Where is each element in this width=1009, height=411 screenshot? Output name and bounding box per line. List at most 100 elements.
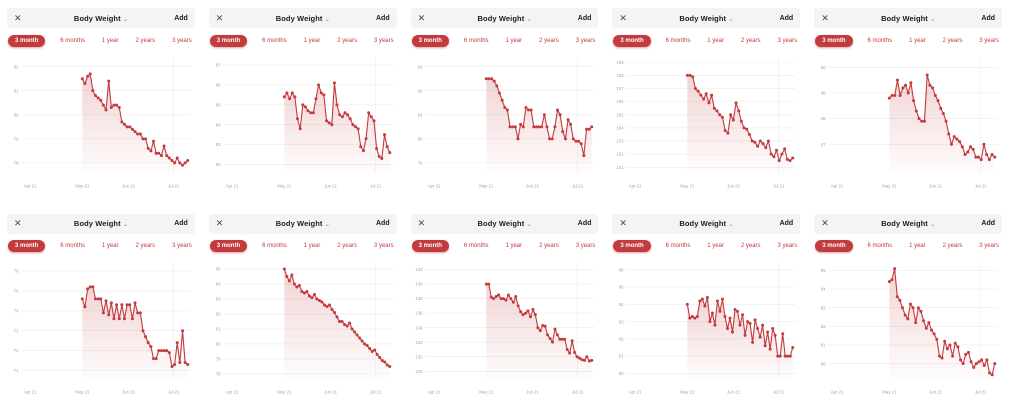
svg-text:81: 81: [216, 326, 221, 331]
metric-selector[interactable]: Body Weight ⌄: [28, 219, 174, 228]
tab-6-months[interactable]: 6 months: [665, 37, 691, 44]
chevron-down-icon: ⌄: [728, 221, 734, 228]
tab-3-years[interactable]: 3 years: [373, 243, 394, 249]
weight-chart: 83 82 81 80 79 Apr 21 May 21 Jun 21 Jul 21: [411, 50, 599, 197]
add-button[interactable]: Add: [375, 220, 390, 227]
svg-text:87: 87: [216, 63, 221, 68]
page-title: Body Weight: [275, 219, 323, 228]
data-points: [282, 81, 392, 161]
metric-selector[interactable]: Body Weight ⌄: [835, 14, 981, 23]
metric-selector[interactable]: Body Weight ⌄: [230, 14, 376, 23]
tab-3-years[interactable]: 3 years: [979, 37, 999, 44]
metric-selector[interactable]: Body Weight ⌄: [835, 219, 981, 228]
tab-1-year[interactable]: 1 year: [303, 243, 321, 249]
svg-text:May 21: May 21: [277, 184, 292, 189]
tab-3-month[interactable]: 3 month: [411, 34, 449, 47]
chevron-down-icon: ⌄: [929, 221, 936, 228]
tab-2-years[interactable]: 2 years: [942, 37, 963, 44]
tab-6-months[interactable]: 6 months: [665, 243, 691, 249]
add-button[interactable]: Add: [174, 14, 188, 22]
tab-6-months[interactable]: 6 months: [262, 37, 287, 44]
close-icon: ✕: [215, 218, 224, 228]
data-points: [282, 267, 392, 368]
tab-3-years[interactable]: 3 years: [575, 243, 596, 249]
tab-3-years[interactable]: 3 years: [172, 243, 192, 249]
tab-1-year[interactable]: 1 year: [303, 37, 321, 44]
tab-3-month[interactable]: 3 month: [613, 34, 651, 47]
tab-2-years[interactable]: 2 years: [135, 37, 156, 44]
tab-1-year[interactable]: 1 year: [707, 243, 724, 249]
tab-3-month[interactable]: 3 month: [815, 240, 853, 252]
svg-text:106: 106: [617, 99, 625, 104]
tab-3-years[interactable]: 3 years: [172, 37, 192, 44]
metric-selector[interactable]: Body Weight ⌄: [432, 219, 578, 228]
tab-3-years[interactable]: 3 years: [777, 243, 798, 249]
svg-text:Apr 21: Apr 21: [427, 184, 440, 189]
tab-2-years[interactable]: 2 years: [942, 243, 963, 249]
tab-6-months[interactable]: 6 months: [60, 243, 85, 249]
tab-3-month[interactable]: 3 month: [209, 240, 248, 252]
tab-1-year[interactable]: 1 year: [909, 37, 926, 44]
metric-selector[interactable]: Body Weight ⌄: [633, 219, 779, 228]
weight-chart: 50 49 48 47 Apr 21 May 21 Jun 21 Jul 21: [814, 50, 1002, 197]
tab-3-years[interactable]: 3 years: [777, 37, 798, 44]
tab-3-years[interactable]: 3 years: [373, 37, 394, 44]
close-button[interactable]: ✕: [216, 13, 230, 23]
tab-2-years[interactable]: 2 years: [337, 37, 357, 44]
add-button[interactable]: Add: [375, 14, 390, 22]
tab-2-years[interactable]: 2 years: [135, 243, 156, 249]
metric-selector[interactable]: Body Weight ⌄: [432, 14, 578, 23]
tab-1-year[interactable]: 1 year: [505, 243, 523, 249]
tab-3-month[interactable]: 3 month: [8, 240, 46, 252]
close-button[interactable]: ✕: [418, 219, 432, 228]
close-button[interactable]: ✕: [821, 13, 835, 23]
tab-6-months[interactable]: 6 months: [60, 37, 85, 44]
add-button[interactable]: Add: [779, 220, 794, 227]
metric-selector[interactable]: Body Weight ⌄: [28, 14, 174, 23]
tab-6-months[interactable]: 6 months: [463, 243, 489, 249]
tab-3-month[interactable]: 3 month: [411, 240, 449, 252]
range-tabs: 3 month 6 months 1 year 2 years 3 years: [209, 34, 396, 47]
close-button[interactable]: ✕: [619, 13, 633, 23]
tab-3-month[interactable]: 3 month: [209, 34, 248, 47]
tab-6-months[interactable]: 6 months: [867, 243, 893, 249]
tab-3-years[interactable]: 3 years: [575, 37, 596, 44]
tab-6-months[interactable]: 6 months: [463, 37, 489, 44]
tab-6-months[interactable]: 6 months: [262, 243, 287, 249]
tab-1-year[interactable]: 1 year: [101, 243, 119, 249]
svg-text:79: 79: [14, 136, 19, 141]
tab-2-years[interactable]: 2 years: [539, 37, 559, 44]
tab-2-years[interactable]: 2 years: [740, 37, 761, 44]
tab-2-years[interactable]: 2 years: [337, 243, 357, 249]
tab-3-month[interactable]: 3 month: [815, 34, 853, 47]
metric-selector[interactable]: Body Weight ⌄: [633, 14, 779, 23]
svg-text:Jun 21: Jun 21: [929, 184, 943, 189]
tab-1-year[interactable]: 1 year: [707, 37, 724, 44]
tab-1-year[interactable]: 1 year: [909, 243, 926, 249]
tab-1-year[interactable]: 1 year: [505, 37, 523, 44]
close-button[interactable]: ✕: [821, 219, 835, 228]
add-button[interactable]: Add: [174, 220, 188, 227]
close-button[interactable]: ✕: [418, 13, 432, 23]
close-button[interactable]: ✕: [619, 219, 633, 228]
add-button[interactable]: Add: [981, 220, 995, 227]
tab-3-month[interactable]: 3 month: [613, 240, 651, 252]
tab-2-years[interactable]: 2 years: [740, 243, 761, 249]
close-button[interactable]: ✕: [14, 13, 28, 23]
tab-6-months[interactable]: 6 months: [867, 37, 893, 44]
close-button[interactable]: ✕: [14, 219, 28, 228]
svg-text:85: 85: [216, 266, 221, 271]
svg-text:Jul 21: Jul 21: [370, 184, 382, 189]
tab-1-year[interactable]: 1 year: [101, 37, 119, 44]
add-button[interactable]: Add: [981, 14, 995, 22]
tab-2-years[interactable]: 2 years: [539, 243, 559, 249]
svg-text:85: 85: [619, 284, 624, 289]
x-axis: Apr 21 May 21 Jun 21 Jul 21: [24, 184, 180, 189]
tab-3-month[interactable]: 3 month: [8, 34, 46, 47]
add-button[interactable]: Add: [577, 14, 592, 22]
add-button[interactable]: Add: [779, 14, 794, 22]
add-button[interactable]: Add: [577, 220, 592, 227]
metric-selector[interactable]: Body Weight ⌄: [230, 219, 376, 228]
tab-3-years[interactable]: 3 years: [979, 243, 999, 249]
close-button[interactable]: ✕: [216, 219, 230, 228]
